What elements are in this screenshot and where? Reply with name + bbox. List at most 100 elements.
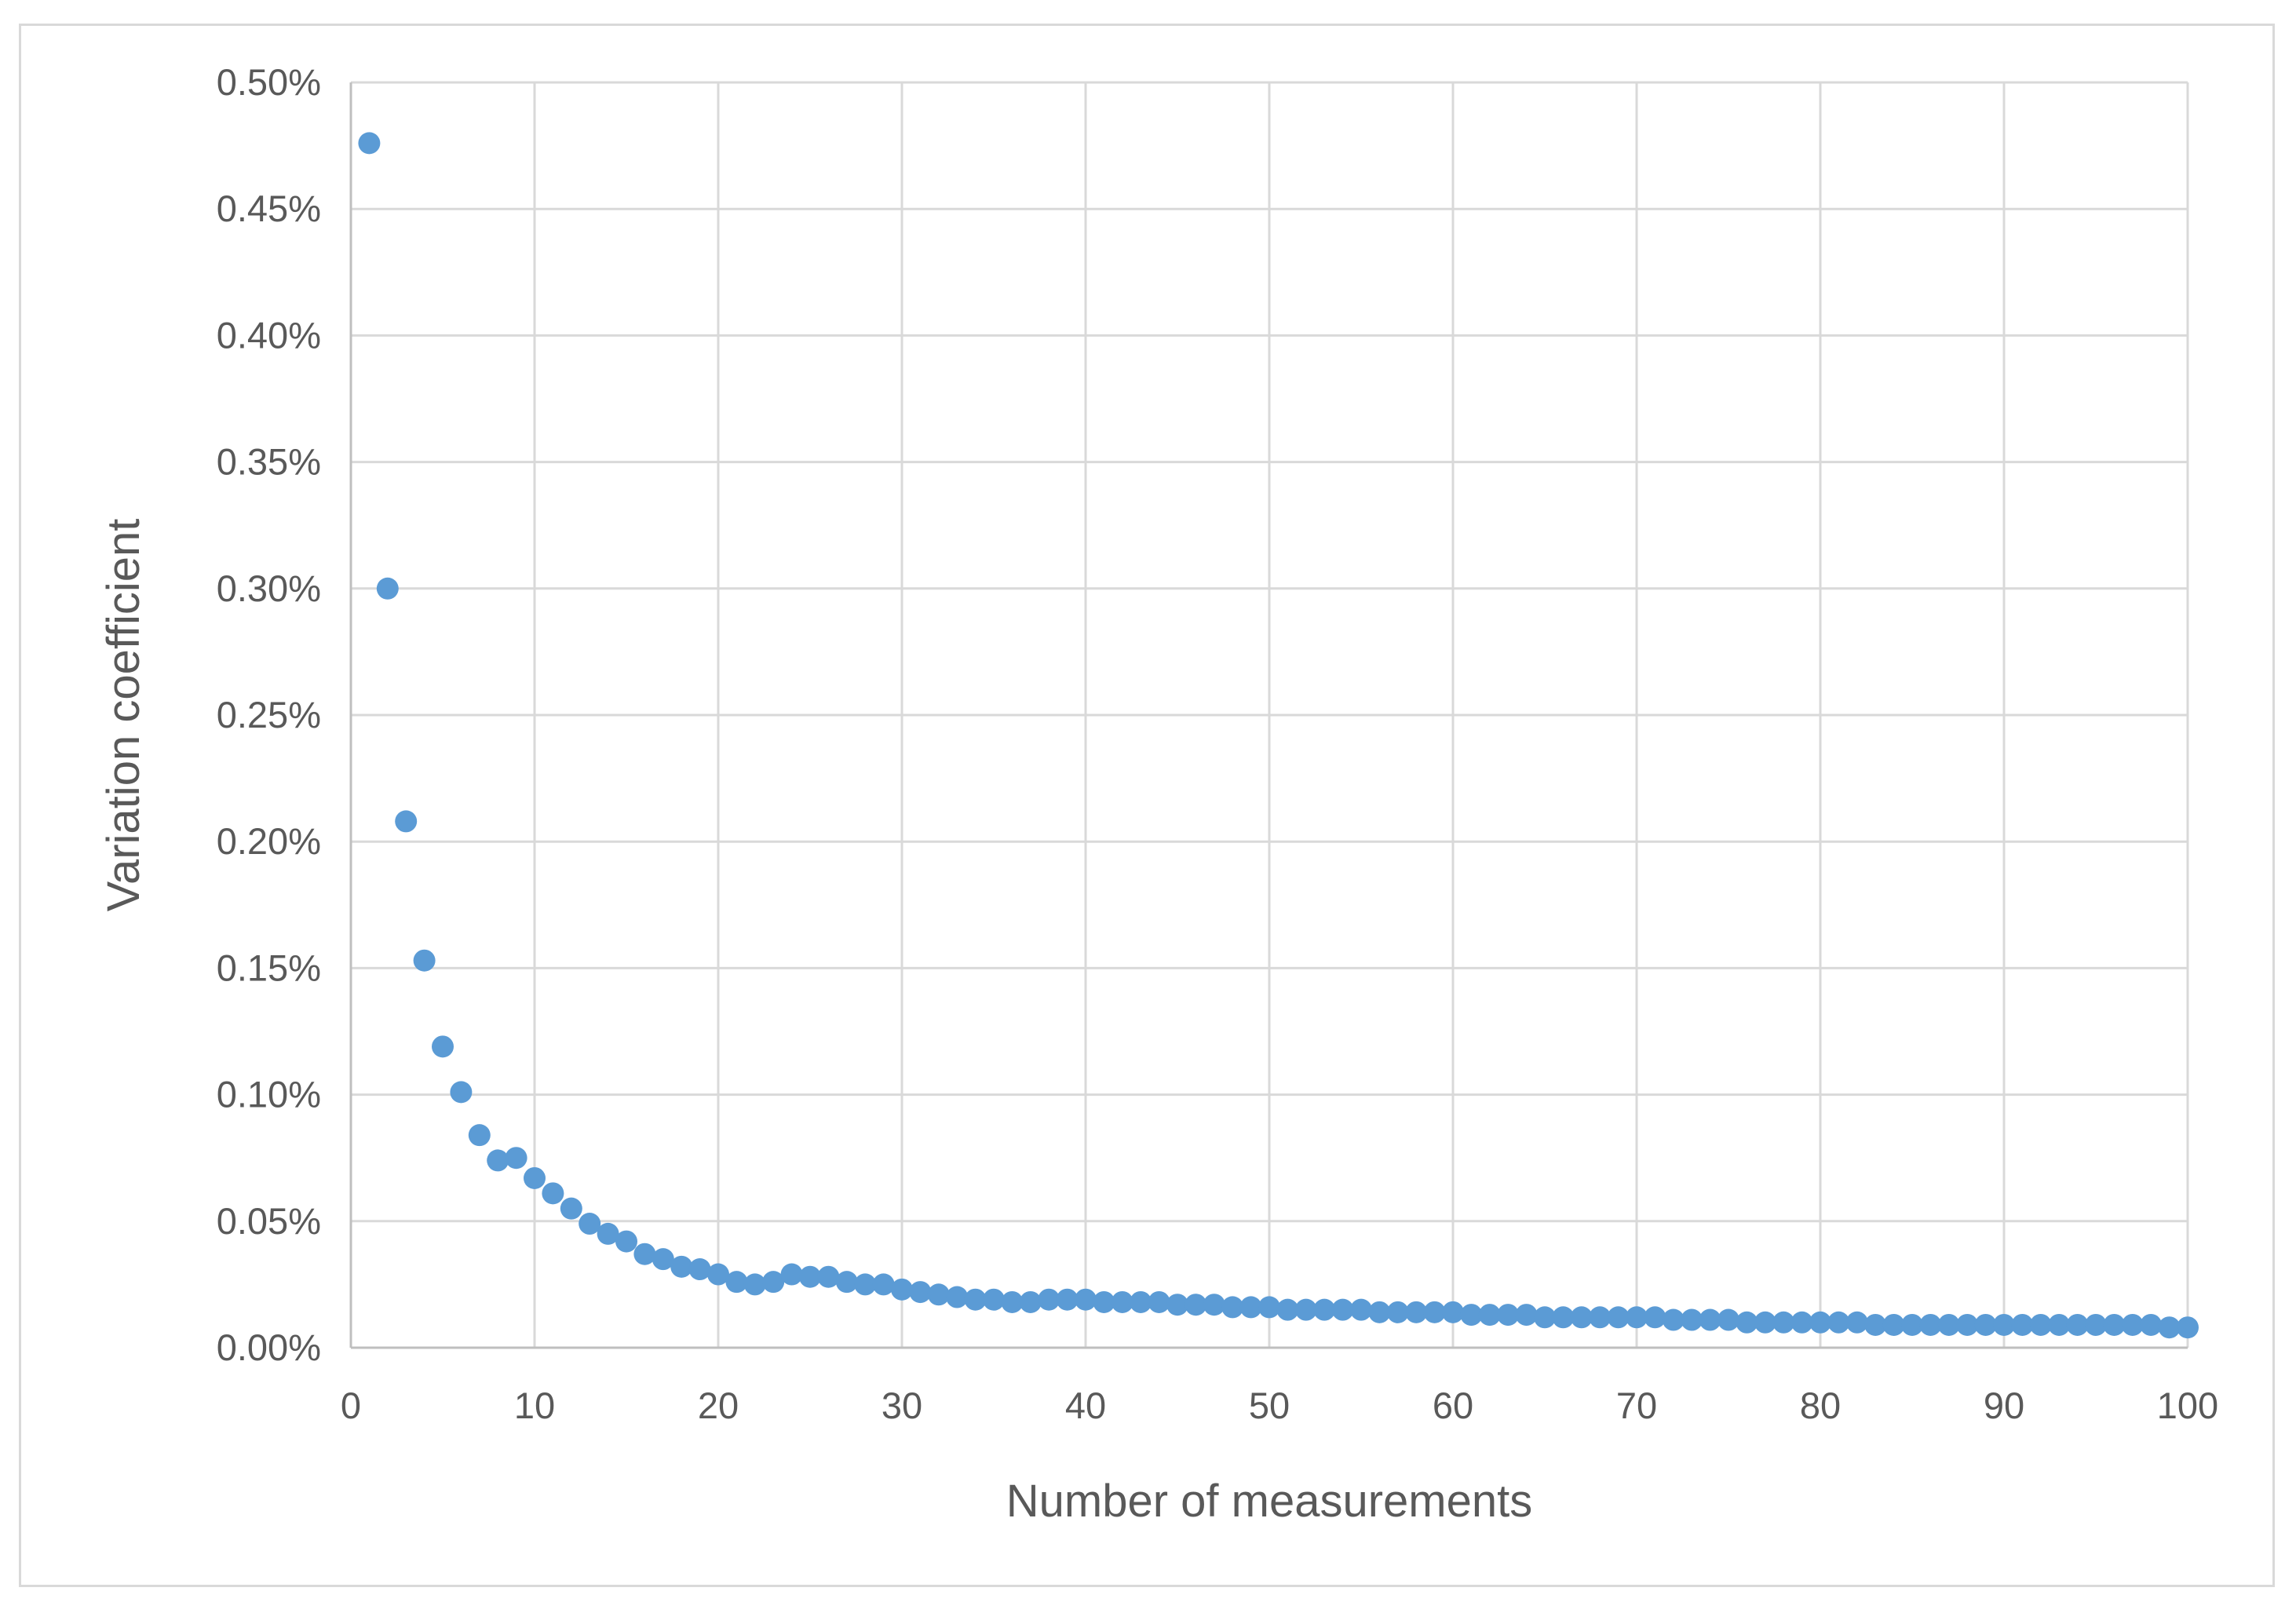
data-point: [1276, 1298, 1299, 1321]
data-point: [909, 1281, 932, 1304]
data-point: [1589, 1306, 1612, 1329]
data-point: [1662, 1308, 1685, 1331]
data-point: [1937, 1313, 1960, 1336]
data-point: [1239, 1296, 1262, 1319]
data-point: [395, 810, 418, 833]
data-point: [2140, 1313, 2163, 1336]
data-point: [1736, 1311, 1758, 1334]
data-point: [1993, 1313, 2015, 1336]
data-point: [413, 949, 436, 972]
y-tick-label: 0.05%: [217, 1200, 321, 1242]
data-point: [872, 1273, 895, 1296]
data-point: [1368, 1301, 1391, 1323]
data-point: [1552, 1306, 1575, 1329]
data-point: [2085, 1313, 2107, 1336]
data-point: [854, 1273, 877, 1296]
data-point: [707, 1263, 729, 1286]
y-tick-label: 0.25%: [217, 694, 321, 735]
data-point: [1809, 1311, 1831, 1334]
data-point: [1038, 1288, 1060, 1311]
x-tick-label: 80: [1800, 1385, 1841, 1426]
y-tick-label: 0.40%: [217, 314, 321, 356]
data-point: [1901, 1313, 1923, 1336]
data-point: [1111, 1290, 1133, 1313]
x-tick-label: 70: [1616, 1385, 1657, 1426]
y-tick-label: 0.10%: [217, 1074, 321, 1115]
data-point: [1626, 1306, 1648, 1329]
data-point: [1790, 1311, 1813, 1334]
data-point: [2103, 1313, 2126, 1336]
data-point: [1497, 1304, 1520, 1327]
data-point: [1221, 1296, 1244, 1319]
x-axis-title: Number of measurements: [1006, 1476, 1532, 1527]
data-point: [1827, 1311, 1850, 1334]
y-tick-label: 0.00%: [217, 1327, 321, 1368]
data-point: [615, 1230, 637, 1253]
x-tick-label: 90: [1984, 1385, 2024, 1426]
data-point: [1442, 1301, 1464, 1323]
data-point: [1681, 1308, 1703, 1331]
data-point: [1478, 1304, 1501, 1327]
data-point: [1423, 1301, 1446, 1323]
data-point: [1460, 1304, 1483, 1327]
data-point: [468, 1124, 491, 1147]
data-point: [2121, 1313, 2144, 1336]
x-tick-label: 0: [341, 1385, 361, 1426]
data-point: [891, 1278, 913, 1301]
data-point: [2177, 1316, 2199, 1339]
data-point: [1405, 1301, 1428, 1323]
data-point: [1882, 1313, 1905, 1336]
x-tick-label: 30: [882, 1385, 922, 1426]
data-point: [633, 1243, 656, 1265]
scatter-chart: 0 10 20 30 40 50 60 70 80 90 100 0.00% 0.05% 0.10% 0.1…: [98, 61, 2218, 1527]
data-point: [725, 1271, 748, 1294]
data-point: [1166, 1294, 1188, 1316]
data-point: [1331, 1298, 1354, 1321]
data-point: [2029, 1313, 2052, 1336]
data-point: [1534, 1306, 1556, 1329]
data-point: [1607, 1306, 1630, 1329]
chart-frame: 0 10 20 30 40 50 60 70 80 90 100 0.00% 0.05% 0.10% 0.1…: [19, 24, 2275, 1587]
data-point: [1644, 1306, 1666, 1329]
data-point: [505, 1147, 527, 1170]
data-point: [1019, 1290, 1042, 1313]
y-axis-title: Variation coefficient: [98, 519, 149, 912]
data-point: [1570, 1306, 1593, 1329]
data-point: [743, 1273, 766, 1296]
y-tick-label: 0.20%: [217, 820, 321, 862]
data-point: [1919, 1313, 1942, 1336]
data-point: [1386, 1301, 1409, 1323]
data-point: [964, 1288, 987, 1311]
data-point: [1350, 1298, 1372, 1321]
data-point: [1258, 1296, 1280, 1319]
data-point: [1515, 1304, 1538, 1327]
x-tick-label: 20: [698, 1385, 739, 1426]
data-point: [835, 1271, 858, 1294]
y-tick-label: 0.45%: [217, 188, 321, 229]
data-point: [780, 1263, 803, 1286]
data-point: [670, 1255, 693, 1278]
data-point: [1717, 1308, 1739, 1331]
tick-labels: 0 10 20 30 40 50 60 70 80 90 100 0.00% 0.05% 0.10% 0.1…: [217, 61, 2218, 1426]
data-point: [2011, 1313, 2034, 1336]
x-tick-label: 60: [1433, 1385, 1473, 1426]
data-point: [799, 1265, 821, 1288]
x-tick-label: 100: [2157, 1385, 2218, 1426]
data-point: [1203, 1294, 1225, 1316]
data-point: [560, 1197, 582, 1220]
data-point: [579, 1213, 601, 1235]
data-point: [1699, 1308, 1721, 1331]
data-point: [1864, 1313, 1887, 1336]
data-point: [817, 1265, 840, 1288]
data-point: [524, 1166, 546, 1189]
data-point: [1294, 1298, 1317, 1321]
data-point: [1313, 1298, 1336, 1321]
x-tick-label: 50: [1249, 1385, 1290, 1426]
y-tick-label: 0.35%: [217, 441, 321, 483]
data-point: [688, 1258, 711, 1281]
grid-layer: [349, 81, 2189, 1349]
data-point: [927, 1283, 950, 1306]
data-point: [983, 1288, 1005, 1311]
data-point: [432, 1035, 454, 1058]
data-point: [1075, 1288, 1097, 1311]
